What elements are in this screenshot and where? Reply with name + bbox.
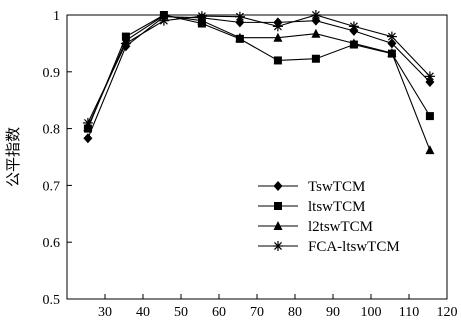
star-stroke	[197, 12, 206, 21]
legend-marker	[273, 241, 283, 251]
plot-frame	[66, 14, 448, 300]
data-point-FCA-ltswTCM	[424, 71, 435, 82]
x-tick-label: 70	[250, 305, 264, 320]
x-tick-label: 60	[212, 305, 226, 320]
star-stroke	[159, 16, 168, 25]
data-point-TswTCM	[235, 17, 245, 28]
x-tick-label: 50	[174, 305, 188, 320]
series-line-ltswTCM	[87, 14, 431, 129]
data-point-TswTCM	[83, 133, 93, 144]
star-stroke	[83, 118, 92, 127]
x-tick-label: 80	[288, 305, 302, 320]
x-tick-label: 100	[361, 305, 382, 320]
data-point-l2tswTCM	[387, 48, 397, 58]
legend-item: l2tswTCM	[258, 219, 373, 235]
data-point-TswTCM	[425, 77, 435, 88]
y-tick-label: 1	[53, 9, 60, 24]
data-point-l2tswTCM	[311, 28, 321, 38]
y-tick-label: 0.8	[43, 123, 61, 138]
data-point-TswTCM	[387, 38, 397, 49]
star-stroke	[273, 22, 282, 31]
data-point-FCA-ltswTCM	[386, 31, 397, 42]
legend-marker	[273, 221, 283, 230]
legend-label: ltswTCM	[308, 199, 366, 215]
y-tick-label: 0.5	[43, 293, 61, 308]
x-tick-label: 110	[399, 305, 419, 320]
star-stroke	[387, 32, 396, 41]
legend: TswTCM ltswTCM l2tswTCM FCA-ltswTCM	[258, 179, 400, 255]
data-point-FCA-ltswTCM	[196, 11, 207, 22]
x-tick-label: 40	[136, 305, 150, 320]
x-tick-label: 90	[326, 305, 340, 320]
y-tick-label: 0.6	[43, 236, 61, 251]
y-tick-label: 0.9	[43, 66, 61, 81]
star-stroke	[425, 72, 434, 81]
data-point-FCA-ltswTCM	[272, 21, 283, 32]
data-point-l2tswTCM	[273, 32, 283, 42]
legend-item: FCA-ltswTCM	[258, 239, 400, 255]
legend-label: FCA-ltswTCM	[308, 239, 400, 255]
legend-item: TswTCM	[258, 179, 365, 195]
y-tick-label: 0.7	[43, 179, 61, 194]
data-point-TswTCM	[311, 15, 321, 26]
data-point-ltswTCM	[425, 112, 434, 121]
legend-label: TswTCM	[308, 179, 365, 195]
x-tick-label: 30	[98, 305, 112, 320]
x-tick-label: 120	[437, 305, 458, 320]
data-point-ltswTCM	[273, 56, 282, 65]
y-axis-label: 公平指数	[5, 127, 22, 187]
data-point-l2tswTCM	[425, 145, 435, 155]
legend-item: ltswTCM	[258, 199, 366, 215]
data-point-FCA-ltswTCM	[82, 117, 93, 128]
data-point-FCA-ltswTCM	[158, 15, 169, 26]
data-point-ltswTCM	[311, 54, 320, 63]
star-stroke	[121, 39, 130, 48]
legend-label: l2tswTCM	[308, 219, 373, 235]
legend-marker	[273, 181, 283, 191]
series-line-l2tswTCM	[87, 14, 431, 151]
data-point-FCA-ltswTCM	[234, 11, 245, 22]
legend-marker	[274, 202, 282, 210]
star-stroke	[235, 12, 244, 21]
data-point-FCA-ltswTCM	[120, 38, 131, 49]
star-stroke	[274, 242, 282, 250]
data-point-l2tswTCM	[349, 38, 359, 48]
series-line-FCA-ltswTCM	[87, 14, 431, 124]
star-stroke	[349, 22, 358, 31]
data-point-l2tswTCM	[235, 32, 245, 42]
data-point-FCA-ltswTCM	[348, 21, 359, 32]
